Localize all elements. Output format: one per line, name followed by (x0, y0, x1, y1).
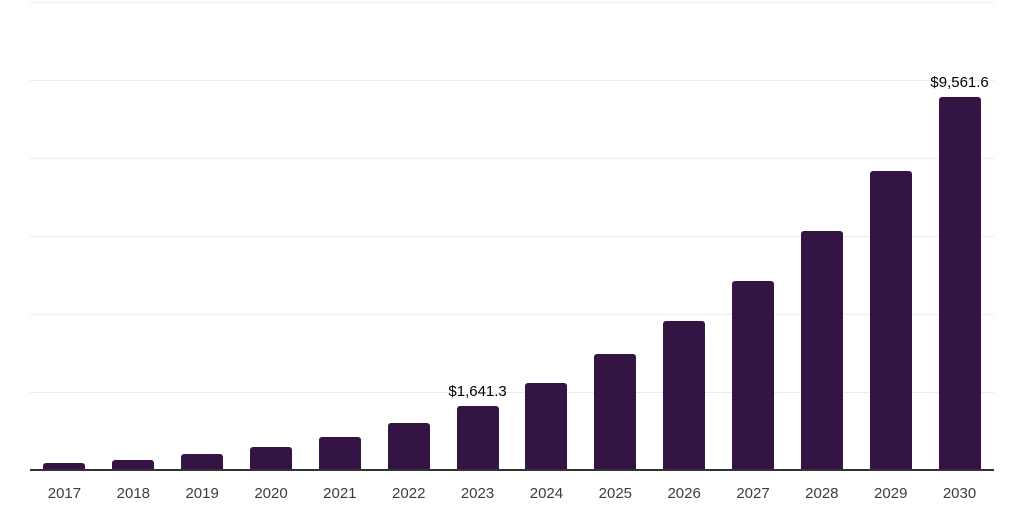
x-axis-label-2021: 2021 (323, 485, 357, 502)
bar-2019[interactable] (181, 454, 224, 470)
bar-2028[interactable] (800, 231, 843, 470)
x-axis-label-2022: 2022 (392, 485, 426, 502)
x-axis-label-2026: 2026 (667, 485, 701, 502)
gridline (30, 2, 994, 3)
data-label-2023: $1,641.3 (448, 383, 507, 400)
gridline (30, 80, 994, 81)
bar-2027[interactable] (732, 280, 774, 471)
gridline (30, 392, 994, 393)
bar-2025[interactable] (594, 354, 637, 470)
bar-2030[interactable] (938, 97, 981, 470)
gridline (30, 314, 994, 315)
bar-2017[interactable] (43, 463, 86, 470)
bar-2024[interactable] (525, 383, 568, 470)
x-axis-label-2030: 2030 (942, 485, 977, 502)
x-axis-line (30, 469, 994, 471)
gridline (30, 158, 994, 159)
data-label-2030: $9,561.6 (930, 74, 989, 92)
x-axis-label-2020: 2020 (254, 485, 288, 502)
x-axis-label-2028: 2028 (805, 485, 839, 502)
x-axis-label-2029: 2029 (874, 485, 908, 502)
bar-2018[interactable] (112, 460, 155, 471)
bar-2022[interactable] (387, 422, 430, 470)
x-axis-label-2023: 2023 (460, 485, 495, 502)
bar-2029[interactable] (869, 170, 912, 470)
bar-2026[interactable] (663, 321, 706, 470)
x-axis-label-2027: 2027 (736, 485, 770, 502)
x-axis-label-2024: 2024 (529, 485, 564, 502)
bar-2023[interactable] (456, 406, 499, 470)
x-axis-label-2018: 2018 (116, 485, 151, 502)
bar-2020[interactable] (250, 447, 292, 470)
gridline (30, 236, 994, 237)
x-axis-label-2025: 2025 (598, 485, 633, 502)
bar-2021[interactable] (318, 436, 361, 470)
x-axis-label-2017: 2017 (47, 485, 82, 502)
x-axis-label-2019: 2019 (185, 485, 219, 502)
